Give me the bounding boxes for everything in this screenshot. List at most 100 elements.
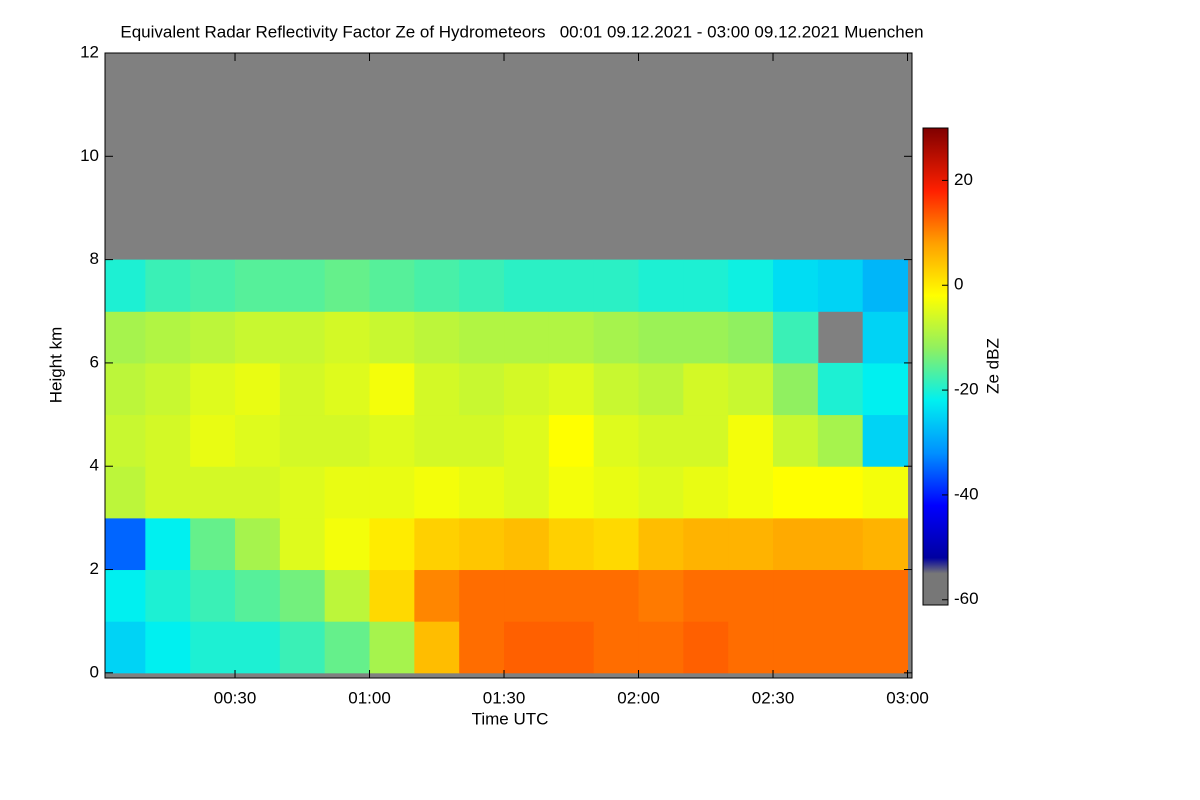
heatmap-cell: [369, 569, 415, 622]
heatmap-cell: [638, 259, 684, 312]
colorbar: [922, 127, 949, 606]
heatmap-cell: [279, 362, 326, 416]
heatmap-cell: [548, 362, 595, 416]
heatmap-cell: [190, 517, 236, 571]
x-tick-label: 00:30: [214, 688, 257, 707]
heatmap-cell: [145, 362, 191, 416]
x-tick-label: 02:30: [752, 688, 795, 707]
x-tick-label: 01:30: [483, 688, 526, 707]
heatmap-cell: [548, 569, 595, 622]
heatmap-cell: [548, 517, 595, 571]
heatmap-cell: [548, 466, 595, 519]
colorbar-tick-label: -60: [954, 589, 979, 608]
heatmap-cell: [638, 362, 684, 416]
heatmap-cell: [235, 311, 281, 364]
heatmap-cell: [459, 362, 505, 416]
heatmap-cell: [279, 259, 326, 312]
heatmap-cell: [190, 362, 236, 416]
heatmap-cell: [369, 362, 415, 416]
heatmap-cell: [728, 517, 774, 571]
plot-frame: [104, 52, 913, 679]
heatmap-cell: [235, 362, 281, 416]
heatmap-cell: [504, 621, 550, 674]
heatmap-cell: [145, 414, 191, 467]
heatmap-cell: [504, 259, 550, 312]
heatmap-cell: [324, 259, 371, 312]
heatmap-cell: [145, 569, 191, 622]
chart-title: Equivalent Radar Reflectivity Factor Ze …: [120, 22, 923, 41]
y-tick-label: 12: [80, 42, 99, 61]
heatmap-cell: [593, 517, 640, 571]
heatmap-cell: [773, 517, 819, 571]
heatmap-cell: [105, 621, 146, 674]
heatmap-cell: [369, 414, 415, 467]
heatmap-cell: [728, 414, 774, 467]
heatmap-cell: [324, 466, 371, 519]
x-axis-label: Time UTC: [472, 709, 549, 728]
heatmap-cell: [862, 362, 909, 416]
heatmap-cell: [105, 362, 146, 416]
heatmap-cell: [504, 414, 550, 467]
y-tick-label: 4: [90, 456, 99, 475]
heatmap-cell: [683, 311, 729, 364]
heatmap-cell: [817, 569, 864, 622]
heatmap-cell: [728, 362, 774, 416]
heatmap-cell: [279, 466, 326, 519]
heatmap-cell: [593, 466, 640, 519]
heatmap-cell: [638, 621, 684, 674]
heatmap-cell: [414, 569, 460, 622]
heatmap-cell: [728, 311, 774, 364]
heatmap-cell: [459, 259, 505, 312]
heatmap-cell: [817, 466, 864, 519]
heatmap-cell: [817, 414, 864, 467]
heatmap-cell: [324, 569, 371, 622]
heatmap-cell: [638, 414, 684, 467]
heatmap-cell: [414, 517, 460, 571]
colorbar-label: Ze dBZ: [983, 338, 1002, 394]
heatmap-cell: [459, 569, 505, 622]
heatmap-cell: [105, 414, 146, 467]
heatmap-cell: [324, 414, 371, 467]
heatmap-cell: [504, 362, 550, 416]
heatmap-cell: [683, 569, 729, 622]
heatmap-cell: [459, 621, 505, 674]
heatmap-cell: [773, 414, 819, 467]
heatmap-cell: [459, 517, 505, 571]
heatmap-cell: [504, 466, 550, 519]
heatmap-cell: [773, 259, 819, 312]
heatmap-cell: [773, 466, 819, 519]
heatmap-cell: [279, 311, 326, 364]
heatmap-cell: [593, 362, 640, 416]
colorbar-tick-label: -20: [954, 380, 979, 399]
heatmap-cell: [728, 466, 774, 519]
y-axis-label: Height km: [46, 327, 65, 404]
heatmap-cell: [548, 259, 595, 312]
heatmap-cell: [414, 311, 460, 364]
heatmap-cell: [105, 466, 146, 519]
heatmap: [105, 53, 912, 678]
heatmap-cell: [638, 311, 684, 364]
x-tick-label: 01:00: [348, 688, 391, 707]
x-tick-label: 03:00: [886, 688, 929, 707]
heatmap-cell: [105, 569, 146, 622]
heatmap-cell: [145, 466, 191, 519]
heatmap-cell: [862, 466, 909, 519]
heatmap-cell: [324, 362, 371, 416]
heatmap-cell: [862, 414, 909, 467]
heatmap-cell: [728, 259, 774, 312]
heatmap-cell: [683, 362, 729, 416]
heatmap-cell: [324, 517, 371, 571]
heatmap-cell: [504, 569, 550, 622]
heatmap-cell: [773, 362, 819, 416]
heatmap-cell: [862, 569, 909, 622]
colorbar-tick-label: 0: [954, 275, 963, 294]
heatmap-cell: [190, 621, 236, 674]
heatmap-cell: [459, 466, 505, 519]
heatmap-cell: [593, 621, 640, 674]
heatmap-cell: [593, 311, 640, 364]
heatmap-cell: [414, 414, 460, 467]
heatmap-cell: [369, 466, 415, 519]
heatmap-cell: [235, 414, 281, 467]
heatmap-cell: [862, 311, 909, 364]
